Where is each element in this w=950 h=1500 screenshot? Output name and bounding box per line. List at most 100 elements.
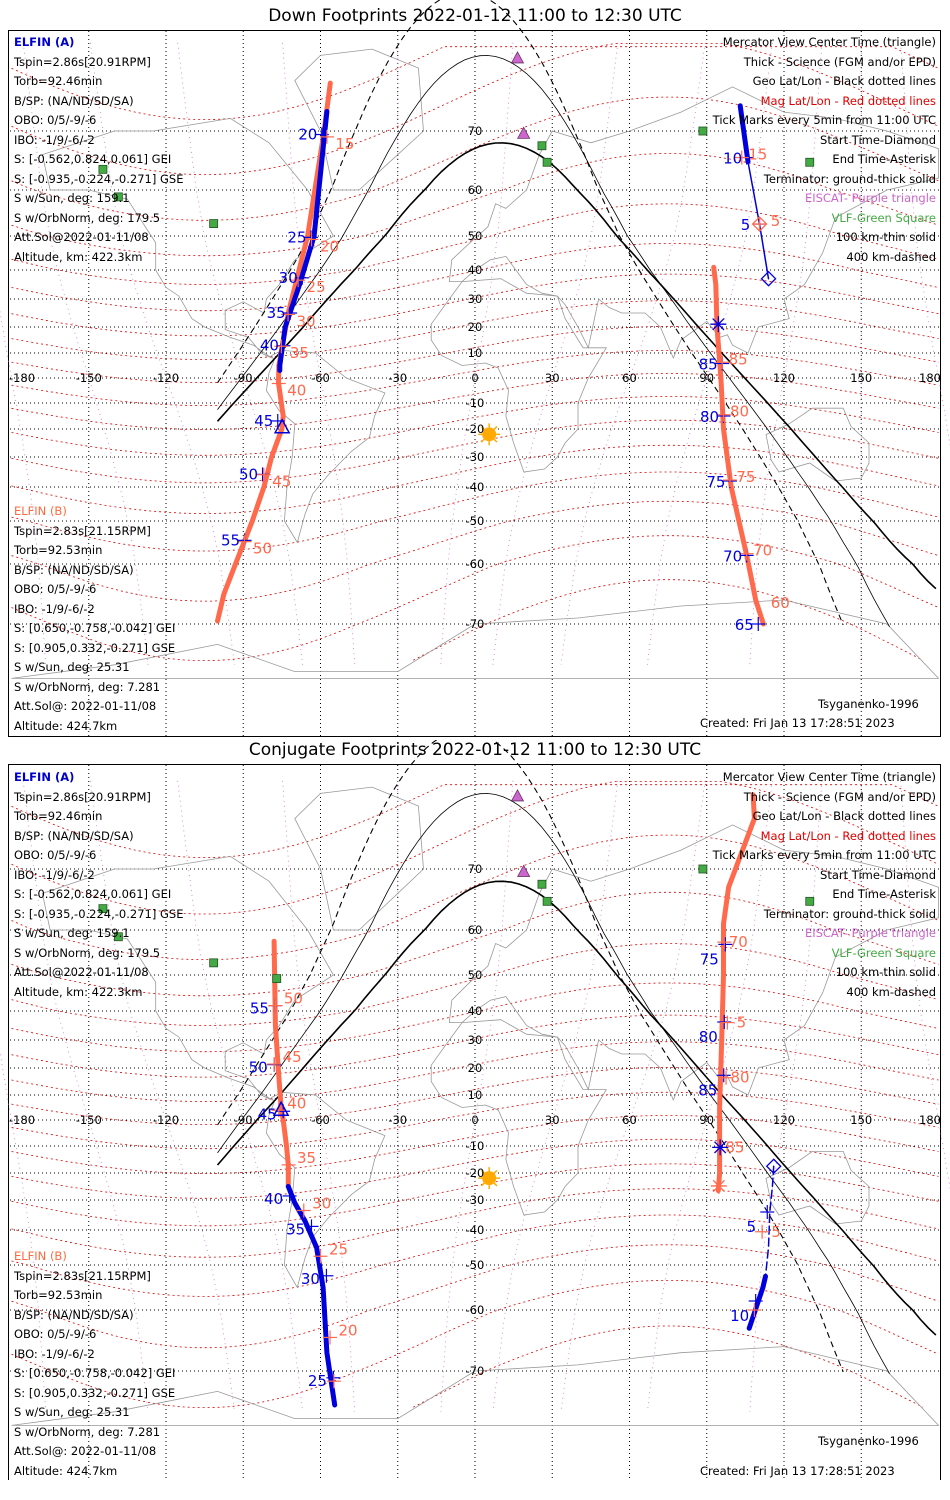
coastline (294, 48, 424, 191)
coastline (430, 1019, 608, 1216)
sat-b-info-down: ELFIN (B) Tspin=2.83s[21.15RPM] Torb=92.… (14, 502, 175, 736)
coastline (265, 1091, 386, 1289)
sat-a-line: Att.Sol@2022-01-11/08 (14, 965, 149, 979)
sat-b-line: S: [0.650,-0.758,-0.042] GEI (14, 621, 176, 635)
map-frame (8, 764, 941, 1480)
mag-parallel (11, 781, 939, 915)
coastline (765, 1151, 870, 1225)
sat-a-line: Att.Sol@2022-01-11/08 (14, 230, 149, 244)
legend-item: EISCAT- Purple triangle (804, 926, 936, 940)
vlf-square (98, 904, 108, 914)
lon-tick-label: 30 (545, 1113, 560, 1127)
mag-meridian (440, 42, 514, 665)
sat-b-line: S w/OrbNorm, deg: 7.281 (14, 1424, 161, 1439)
sat-b-line: S w/Sun, deg: 25.31 (14, 1405, 130, 1419)
lat-tick-label: 20 (468, 320, 483, 334)
sat-a-line: OBO: 0/5/-9/-6 (14, 848, 97, 862)
legend-item: Start Time-Diamond (820, 867, 936, 882)
footprint-tracks: 2025303540455055152025303540455010585807… (215, 80, 790, 634)
lon-tick-label: -60 (311, 371, 330, 385)
legend-item: Terminator: ground-thick solid (763, 171, 936, 186)
legend-down: Mercator View Center Time (triangle) Thi… (713, 33, 936, 267)
tick-time-label: 50 (253, 540, 272, 558)
created-label: Created: Fri Jan 13 17:28:51 2023 (700, 1464, 895, 1478)
lat-tick-label: -60 (466, 557, 485, 571)
tick-time-label: 30 (312, 1195, 331, 1213)
lon-tick-label: -120 (153, 1113, 179, 1127)
tick-time-label: 35 (290, 344, 309, 362)
tick-time-label: 30 (301, 1270, 320, 1288)
tick-time-label: 35 (267, 304, 286, 322)
lat-tick-label: -30 (466, 1193, 485, 1207)
tick-time-label: 50 (249, 1059, 268, 1077)
coastlines (11, 786, 940, 1426)
mag-parallel (11, 1067, 939, 1125)
sat-a-header: ELFIN (A) (14, 770, 75, 784)
mag-parallel (11, 943, 939, 1026)
sun-ray (493, 1169, 498, 1174)
tick-time-label: 40 (264, 1190, 283, 1208)
tick-time-label: 75 (700, 950, 719, 968)
tick-time-label: 85 (698, 1081, 717, 1099)
terminator-ground (216, 880, 937, 1336)
sun-marker (482, 1171, 497, 1186)
legend-item: Geo Lat/Lon - Black dotted lines (752, 809, 936, 823)
tick-time-label: 25 (287, 228, 306, 246)
tick-time-label: 20 (320, 237, 339, 255)
lat-tick-label: -50 (466, 1258, 485, 1272)
tick-time-label: 80 (731, 1069, 750, 1087)
lat-tick-label: -40 (466, 1223, 485, 1237)
mag-parallel (11, 46, 939, 120)
tick-time-label: 40 (287, 1094, 306, 1112)
lon-tick-label: -30 (388, 1113, 407, 1127)
tick-time-label: 10 (723, 150, 742, 168)
eiscat-triangle (510, 789, 525, 802)
tick-time-label: 15 (335, 135, 354, 153)
sat-b-line: S: [0.905,0.332,-0.271] GSE (14, 640, 176, 655)
vlf-square (98, 164, 108, 174)
end-asterisk (712, 1179, 725, 1193)
legend-item: 400 km-dashed (846, 249, 936, 264)
sat-a-line: Torb=92.46min (14, 809, 103, 823)
mag-meridian (0, 309, 47, 665)
sat-a-line: B/SP: (NA/ND/SD/SA) (14, 828, 134, 843)
mag-parallel (11, 444, 939, 514)
mag-parallel (413, 579, 924, 661)
sat-a-line: Tspin=2.86s[20.91RPM] (14, 54, 151, 69)
map-markers (98, 51, 815, 446)
tick-time-label: 20 (298, 126, 317, 144)
mag-parallel (11, 300, 939, 360)
sat-a-line: Altitude, km: 422.3km (14, 249, 143, 264)
legend-item: Mercator View Center Time (triangle) (722, 35, 936, 49)
down-footprints-map: 2025303540455055152025303540455010585807… (0, 0, 950, 737)
sun-ray (480, 426, 485, 430)
terminator-100km (217, 55, 890, 627)
tick-time-label: 45 (254, 412, 273, 430)
conjugate-footprints-map: 5550454035302550454035302520758085510705… (0, 740, 950, 1480)
mag-grid (0, 780, 950, 1412)
sat-b-line: S: [0.905,0.332,-0.271] GSE (14, 1385, 176, 1400)
tick-time-label: 80 (730, 403, 749, 421)
terminator-100km (217, 793, 890, 1374)
sat-a-track-thin (764, 1165, 775, 1278)
mag-meridian (560, 42, 706, 665)
coastline (448, 86, 939, 360)
tick-time-label: 5 (746, 1218, 756, 1236)
sat-a-line: OBO: 0/5/-9/-6 (14, 113, 97, 127)
lat-tick-label: 10 (468, 346, 483, 360)
tick-time-label: 5 (771, 1223, 781, 1241)
sat-a-line: S w/OrbNorm, deg: 179.5 (14, 945, 161, 960)
lon-tick-label: 120 (773, 1113, 795, 1127)
mag-parallel (11, 153, 939, 257)
sat-b-line: Att.Sol@: 2022-01-11/08 (14, 1444, 157, 1458)
lat-tick-label: -60 (466, 1303, 485, 1317)
sat-a-line: S: [-0.562,0.824,0.061] GEI (14, 152, 172, 166)
lat-tick-label: 40 (468, 263, 483, 277)
lat-tick-label: -70 (466, 1364, 485, 1378)
sat-b-line: OBO: 0/5/-9/-6 (14, 1327, 97, 1341)
sun-ray (493, 426, 498, 430)
sat-b-track (215, 80, 333, 624)
vlf-square (209, 958, 219, 968)
lat-tick-label: -10 (466, 396, 485, 410)
mag-grid (0, 42, 950, 665)
